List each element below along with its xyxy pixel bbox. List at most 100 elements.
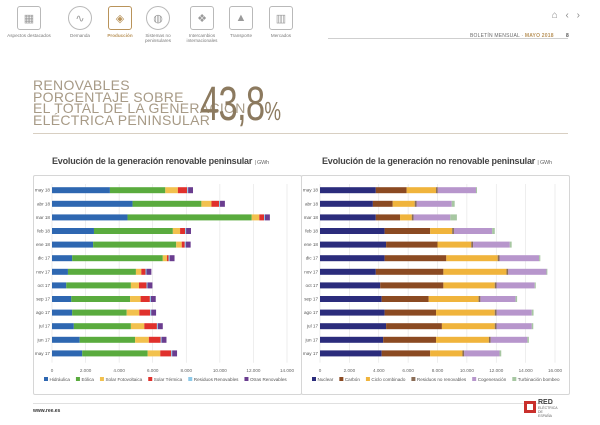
- bar-segment: [436, 336, 489, 343]
- bar-segment: [220, 200, 225, 207]
- legend-swatch: [339, 377, 344, 381]
- x-tick-label: 2.000: [344, 368, 356, 373]
- category-label: abr 18: [37, 201, 50, 206]
- legend-swatch: [312, 377, 316, 381]
- bar-segment: [473, 241, 510, 248]
- home-icon[interactable]: ⌂: [551, 10, 558, 21]
- chevron-right-icon[interactable]: ›: [576, 10, 580, 21]
- legend-label: Cogeneración: [478, 377, 507, 382]
- category-label: feb 18: [305, 229, 318, 234]
- bar-segment: [180, 228, 186, 234]
- bar-segment: [531, 323, 534, 330]
- bar-segment: [150, 309, 152, 316]
- headline-value: 43,8%: [200, 78, 281, 131]
- islands-icon: ◍: [146, 6, 170, 30]
- bar-segment: [151, 309, 157, 316]
- bar-segment: [531, 309, 534, 316]
- nav-intercambios-internacionales[interactable]: ❖ Intercambios internacionales: [178, 6, 226, 43]
- x-tick-label: 0: [319, 368, 322, 373]
- bar-segment: [499, 350, 502, 357]
- bar-segment: [494, 323, 497, 330]
- legend-swatch: [365, 377, 370, 381]
- bar-segment: [452, 228, 454, 234]
- bar-segment: [414, 200, 417, 207]
- bar-segment: [140, 296, 150, 302]
- bar-segment: [52, 255, 73, 262]
- bar-segment: [496, 309, 532, 316]
- x-tick-label: 6.000: [147, 368, 159, 373]
- bar-segment: [185, 241, 191, 248]
- bar-segment: [52, 296, 72, 302]
- bar-segment: [52, 350, 83, 357]
- nav-aspectos-destacados[interactable]: ▦ Aspectos destacados: [5, 6, 53, 38]
- bar-segment: [320, 214, 376, 221]
- bar-segment: [135, 336, 149, 343]
- x-tick-label: 4.000: [113, 368, 125, 373]
- bar-segment: [162, 255, 167, 262]
- footer-url[interactable]: www.ree.es: [33, 408, 61, 414]
- bar-segment: [73, 323, 131, 330]
- bar-segment: [497, 255, 500, 262]
- bar-segment: [506, 268, 509, 275]
- bar-segment: [320, 282, 381, 289]
- bar-segment: [219, 200, 221, 207]
- nav-sistemas-no-peninsulares[interactable]: ◍ Sistemas no peninsulares: [134, 6, 182, 43]
- legend-label: Hidráulica: [50, 377, 71, 382]
- bar-segment: [443, 282, 495, 289]
- bar-segment: [82, 350, 148, 357]
- bar-segment: [509, 241, 512, 248]
- bar-segment: [372, 200, 393, 207]
- bar-segment: [464, 350, 500, 357]
- chart-panel-renewable: 0 2.000 4.000 6.000 8.000 10.000 12.000 14.000 m…: [33, 175, 302, 395]
- bar-segment: [52, 200, 133, 207]
- legend-label: Nuclear: [318, 377, 334, 382]
- header-divider: [328, 38, 568, 39]
- bar-segment: [185, 228, 187, 234]
- bar-segment: [386, 241, 438, 248]
- bar-segment: [437, 187, 476, 194]
- category-label: abr 18: [305, 201, 318, 206]
- chevron-left-icon[interactable]: ‹: [565, 10, 569, 21]
- nav-transporte[interactable]: ▲ Transporte: [217, 6, 265, 38]
- bar-segment: [148, 336, 161, 343]
- bar-segment: [52, 323, 74, 330]
- bar-segment: [499, 255, 540, 262]
- bar-segment: [79, 336, 136, 343]
- category-label: mar 18: [304, 215, 319, 220]
- production-icon: ◈: [108, 6, 132, 30]
- bar-segment: [494, 309, 497, 316]
- bar-segment: [492, 228, 495, 234]
- bar-segment: [127, 214, 252, 221]
- bar-segment: [93, 228, 173, 234]
- nav-demanda[interactable]: ∿ Demanda: [56, 6, 104, 38]
- bar-segment: [381, 350, 431, 357]
- category-label: oct 17: [305, 283, 318, 288]
- legend-swatch: [512, 377, 517, 381]
- bar-segment: [430, 228, 453, 234]
- bar-segment: [320, 228, 385, 234]
- bar-segment: [146, 268, 152, 275]
- category-label: sep 17: [36, 297, 50, 302]
- nav-mercados[interactable]: ▥ Mercados: [257, 6, 305, 38]
- bar-segment: [320, 350, 382, 357]
- category-label: may 17: [303, 351, 319, 356]
- headline-divider: [33, 133, 568, 134]
- x-tick-label: 0: [51, 368, 54, 373]
- bar-segment: [177, 187, 188, 194]
- bar-segment: [147, 282, 153, 289]
- renewable-chart: 0 2.000 4.000 6.000 8.000 10.000 12.000 14.000 m…: [35, 184, 294, 382]
- bar-segment: [259, 214, 265, 221]
- bar-segment: [494, 282, 497, 289]
- bar-segment: [392, 200, 415, 207]
- bar-segment: [320, 187, 376, 194]
- category-label: sep 17: [304, 297, 318, 302]
- category-label: jun 17: [304, 337, 318, 342]
- nav-produccion[interactable]: ◈ Producción: [96, 6, 144, 38]
- bar-segment: [52, 336, 80, 343]
- bar-segment: [413, 214, 451, 221]
- legend-swatch: [472, 377, 477, 381]
- highlights-icon: ▦: [17, 6, 41, 30]
- bar-segment: [375, 268, 444, 275]
- bar-segment: [251, 214, 260, 221]
- bar-segment: [67, 268, 136, 275]
